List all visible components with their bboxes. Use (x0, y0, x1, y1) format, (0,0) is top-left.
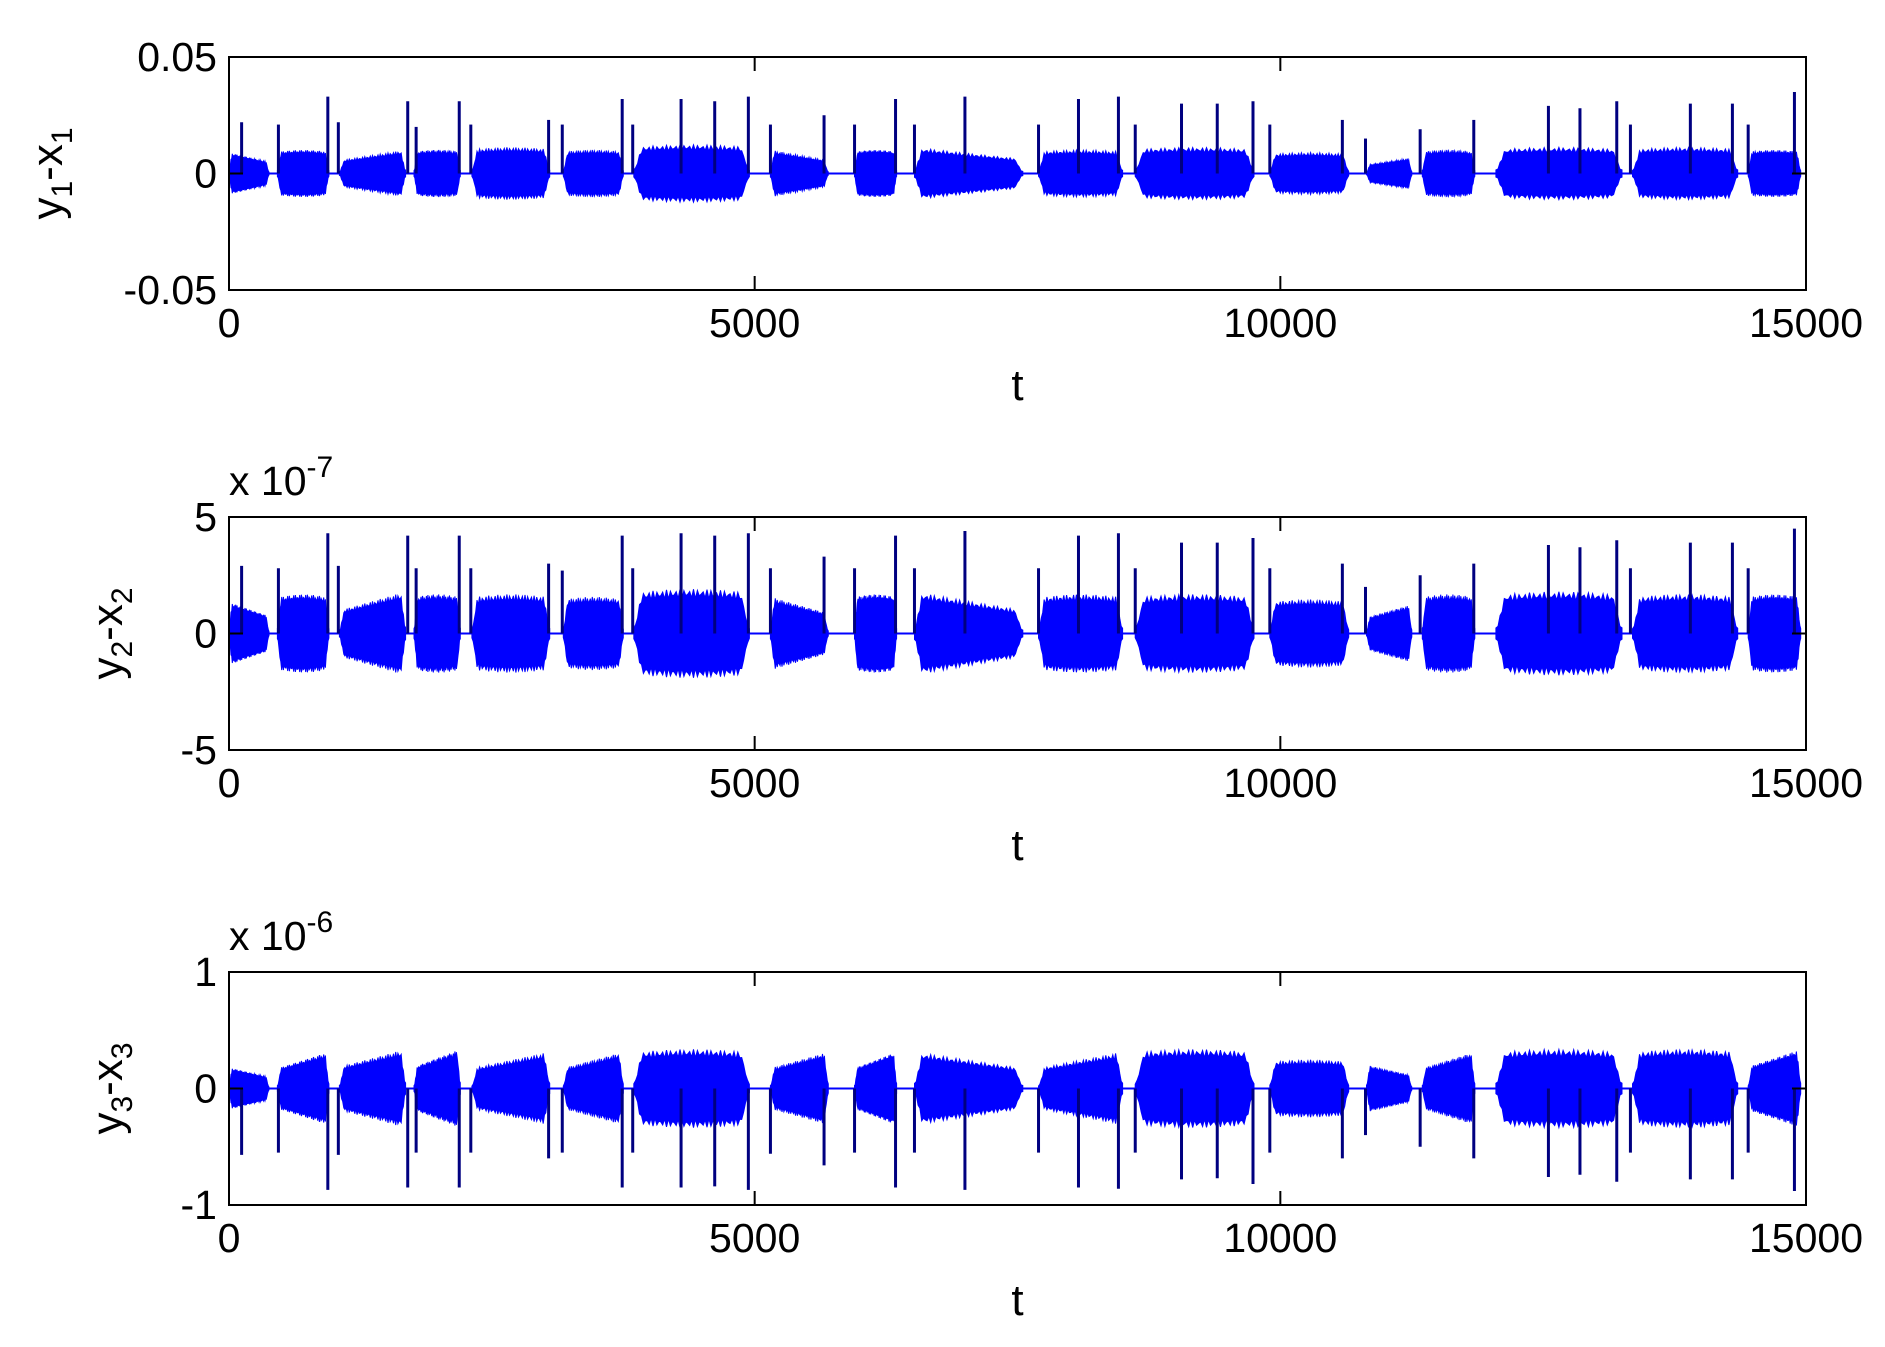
y-axis-label-part: y (23, 198, 72, 220)
y-tick-label: 1 (194, 949, 217, 995)
y-axis-label-part: -x (83, 604, 132, 641)
x-tick-label: 5000 (709, 1215, 800, 1261)
x-tick-label: 5000 (709, 300, 800, 346)
x-tick-label: 0 (218, 1215, 241, 1261)
y-axis-label-part: -x (83, 1059, 132, 1096)
y-axis-label: y1-x1 (23, 127, 79, 219)
y-tick-label: -5 (181, 727, 217, 773)
exponent-power: -7 (307, 451, 334, 484)
y-axis-label-subscript: 2 (106, 587, 139, 604)
y-tick-label: 0 (194, 611, 217, 657)
y-axis-label-part: y (83, 1113, 132, 1135)
x-axis-label: t (1011, 821, 1023, 870)
x-tick-label: 15000 (1749, 760, 1863, 806)
y-tick-label: 5 (194, 494, 217, 540)
y-tick-label: -0.05 (124, 267, 217, 313)
y-axis-label-subscript: 1 (46, 181, 79, 198)
y-axis-label-subscript: 2 (106, 641, 139, 658)
x-tick-label: 5000 (709, 760, 800, 806)
y-axis-label-part: y (83, 658, 132, 680)
x-axis-label: t (1011, 1276, 1023, 1325)
x-tick-label: 15000 (1749, 300, 1863, 346)
y-tick-label: -1 (181, 1182, 217, 1228)
x-tick-label: 15000 (1749, 1215, 1863, 1261)
y-tick-label: 0 (194, 1066, 217, 1112)
x-tick-label: 10000 (1223, 760, 1337, 806)
x-tick-label: 0 (218, 300, 241, 346)
exponent-base: x 10 (229, 913, 307, 959)
y-tick-label: 0.05 (137, 34, 217, 80)
y-axis-label-subscript: 3 (106, 1096, 139, 1113)
y-axis-label: y3-x3 (83, 1042, 139, 1134)
y-tick-label: 0 (194, 151, 217, 197)
y-axis-exponent: x 10-7 (229, 451, 333, 504)
x-tick-label: 10000 (1223, 1215, 1337, 1261)
y-axis-exponent: x 10-6 (229, 906, 333, 959)
y-axis-label-part: -x (23, 144, 72, 181)
y-axis-label: y2-x2 (83, 587, 139, 679)
x-tick-label: 0 (218, 760, 241, 806)
y-axis-label-subscript: 3 (106, 1042, 139, 1059)
x-tick-label: 10000 (1223, 300, 1337, 346)
exponent-power: -6 (307, 906, 334, 939)
exponent-base: x 10 (229, 458, 307, 504)
y-axis-label-subscript: 1 (46, 127, 79, 144)
x-axis-label: t (1011, 361, 1023, 410)
